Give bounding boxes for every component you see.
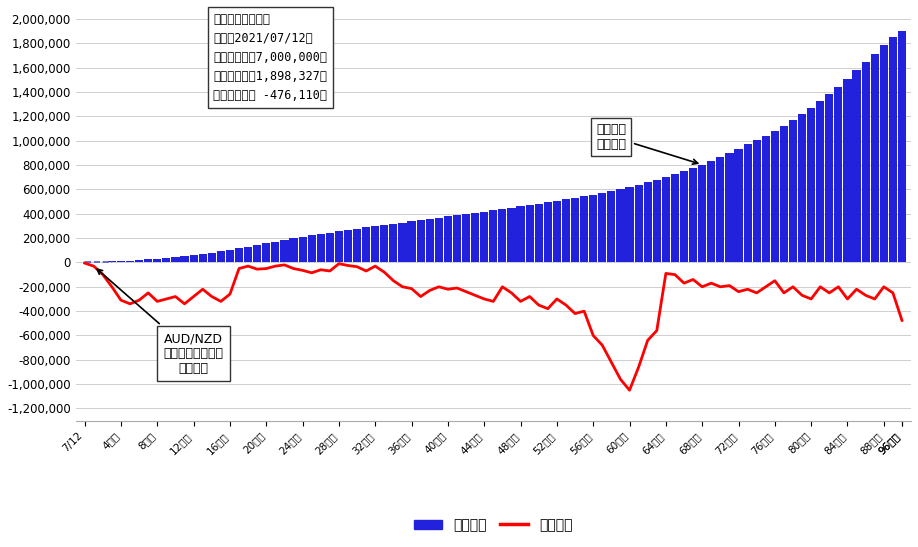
Bar <box>144 259 152 263</box>
Bar <box>181 256 188 263</box>
Bar <box>135 260 143 263</box>
Bar <box>744 144 752 263</box>
Bar <box>226 249 234 263</box>
Bar <box>263 243 271 263</box>
Bar <box>471 213 479 263</box>
Bar <box>126 260 134 263</box>
Bar <box>289 238 297 263</box>
Bar <box>671 174 679 263</box>
Bar <box>198 254 207 263</box>
Bar <box>599 193 607 263</box>
Bar <box>616 189 624 263</box>
Bar <box>608 191 615 263</box>
Bar <box>317 234 325 263</box>
Bar <box>853 71 861 263</box>
Bar <box>408 222 416 263</box>
Bar <box>844 79 852 263</box>
Bar <box>534 204 543 263</box>
Bar <box>207 253 216 263</box>
Bar <box>235 248 243 263</box>
Bar <box>589 195 598 263</box>
Bar <box>662 177 670 263</box>
Bar <box>789 120 797 263</box>
Bar <box>271 242 279 263</box>
Bar <box>508 208 516 263</box>
Bar <box>298 237 307 263</box>
Bar <box>280 240 288 263</box>
Bar <box>353 229 361 263</box>
Bar <box>389 224 397 263</box>
Bar <box>326 232 334 263</box>
Bar <box>335 231 343 263</box>
Text: 世界戦略
スタート: 世界戦略 スタート <box>597 123 698 164</box>
Bar <box>380 225 388 263</box>
Bar <box>308 235 316 263</box>
Bar <box>825 94 834 263</box>
Bar <box>525 205 533 263</box>
Bar <box>734 149 743 263</box>
Bar <box>580 196 588 263</box>
Bar <box>798 114 806 263</box>
Bar <box>217 251 225 263</box>
Bar <box>244 247 252 263</box>
Bar <box>498 209 507 263</box>
Bar <box>435 218 442 263</box>
Bar <box>517 207 524 263</box>
Bar <box>344 230 353 263</box>
Text: AUD/NZD
ダイヤモンド戦略
スタート: AUD/NZD ダイヤモンド戦略 スタート <box>97 269 224 375</box>
Bar <box>716 157 724 263</box>
Bar <box>879 45 888 263</box>
Bar <box>889 37 897 263</box>
Bar <box>862 62 869 263</box>
Bar <box>634 184 643 263</box>
Bar <box>543 202 552 263</box>
Bar <box>779 126 788 263</box>
Bar <box>371 226 379 263</box>
Bar <box>172 257 180 263</box>
Legend: 確定利益, 評価損益: 確定利益, 評価損益 <box>409 513 578 538</box>
Bar <box>107 261 116 263</box>
Bar <box>453 216 461 263</box>
Bar <box>625 187 633 263</box>
Text: トラリピ運用実績
期間：2021/07/12～
世界戦略：　7,000,000円
確定利益：　1,898,327円
評価損益：　 -476,110円: トラリピ運用実績 期間：2021/07/12～ 世界戦略： 7,000,000円… <box>213 13 328 102</box>
Bar <box>489 211 498 263</box>
Bar <box>253 245 262 263</box>
Bar <box>753 140 761 263</box>
Bar <box>426 219 434 263</box>
Bar <box>698 165 706 263</box>
Bar <box>462 214 470 263</box>
Bar <box>816 101 824 263</box>
Bar <box>480 212 488 263</box>
Bar <box>417 220 425 263</box>
Bar <box>707 161 715 263</box>
Bar <box>562 200 570 263</box>
Bar <box>653 180 661 263</box>
Bar <box>443 217 452 263</box>
Bar <box>834 86 843 263</box>
Bar <box>762 136 770 263</box>
Bar <box>807 108 815 263</box>
Bar <box>162 258 171 263</box>
Bar <box>680 171 688 263</box>
Bar <box>870 54 879 263</box>
Bar <box>689 168 697 263</box>
Bar <box>362 228 370 263</box>
Bar <box>189 255 197 263</box>
Bar <box>117 261 125 263</box>
Bar <box>553 201 561 263</box>
Bar <box>398 223 407 263</box>
Bar <box>898 32 906 263</box>
Bar <box>153 259 162 263</box>
Bar <box>771 131 778 263</box>
Bar <box>725 153 733 263</box>
Bar <box>644 182 652 263</box>
Bar <box>99 261 106 263</box>
Bar <box>571 198 579 263</box>
